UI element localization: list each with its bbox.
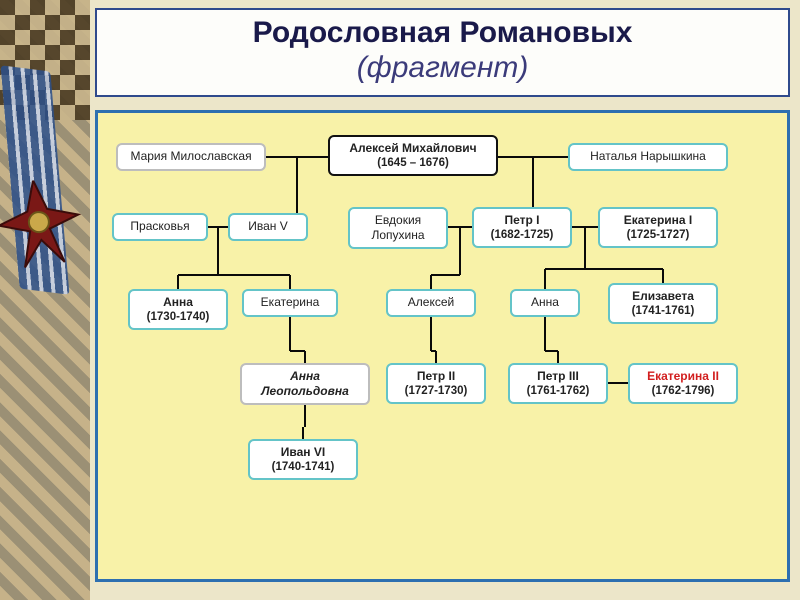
decor-cross-icon xyxy=(0,174,96,287)
tree-edges xyxy=(98,113,787,579)
title-sub: (фрагмент) xyxy=(107,51,778,86)
node-ekat_iv: Екатерина xyxy=(242,289,338,317)
node-natalia: Наталья Нарышкина xyxy=(568,143,728,171)
node-ivan6: Иван VI(1740-1741) xyxy=(248,439,358,480)
node-evdokia: ЕвдокияЛопухина xyxy=(348,207,448,249)
node-petr1: Петр I(1682-1725) xyxy=(472,207,572,248)
node-petr3: Петр III(1761-1762) xyxy=(508,363,608,404)
node-praskovya: Прасковья xyxy=(112,213,208,241)
node-petr2: Петр II(1727-1730) xyxy=(386,363,486,404)
title-frame: Родословная Романовых (фрагмент) xyxy=(95,8,790,97)
node-eliz: Елизавета(1741-1761) xyxy=(608,283,718,324)
node-anna_leo: АннаЛеопольдовна xyxy=(240,363,370,405)
node-alexei: Алексей xyxy=(386,289,476,317)
node-ivan5: Иван V xyxy=(228,213,308,241)
node-alexei_m: Алексей Михайлович(1645 – 1676) xyxy=(328,135,498,176)
node-anna_i: Анна(1730-1740) xyxy=(128,289,228,330)
title-main: Родословная Романовых xyxy=(107,16,778,51)
family-tree: Мария Милославская Алексей Михайлович(164… xyxy=(95,110,790,582)
node-ekat1: Екатерина I(1725-1727) xyxy=(598,207,718,248)
node-anna_p: Анна xyxy=(510,289,580,317)
node-ekat2: Екатерина II(1762-1796) xyxy=(628,363,738,404)
node-maria: Мария Милославская xyxy=(116,143,266,171)
